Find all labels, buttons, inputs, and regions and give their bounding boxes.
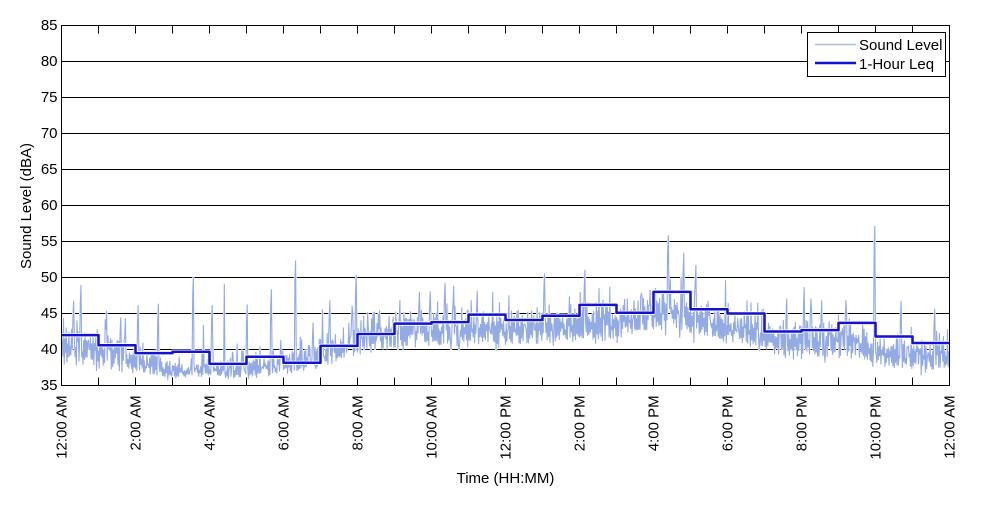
svg-text:40: 40 [41,341,58,358]
svg-text:85: 85 [41,17,58,34]
svg-text:35: 35 [41,377,58,394]
svg-text:2:00 AM: 2:00 AM [128,395,145,450]
svg-text:Time (HH:MM): Time (HH:MM) [457,470,555,487]
svg-text:50: 50 [41,269,58,286]
svg-text:Sound Level: Sound Level [859,37,942,54]
svg-text:12:00 AM: 12:00 AM [942,395,959,458]
svg-text:4:00 PM: 4:00 PM [646,395,663,451]
svg-text:6:00 PM: 6:00 PM [720,395,737,451]
svg-text:55: 55 [41,233,58,250]
svg-text:75: 75 [41,89,58,106]
svg-text:10:00 AM: 10:00 AM [424,395,441,458]
svg-text:4:00 AM: 4:00 AM [202,395,219,450]
svg-text:70: 70 [41,125,58,142]
svg-text:8:00 AM: 8:00 AM [350,395,367,450]
svg-text:10:00 PM: 10:00 PM [868,395,885,459]
svg-text:8:00 PM: 8:00 PM [794,395,811,451]
svg-text:1-Hour Leq: 1-Hour Leq [859,56,934,73]
svg-text:80: 80 [41,53,58,70]
svg-text:12:00 AM: 12:00 AM [54,395,71,458]
svg-text:6:00 AM: 6:00 AM [276,395,293,450]
svg-text:Sound Level (dBA): Sound Level (dBA) [18,143,35,269]
svg-text:65: 65 [41,161,58,178]
svg-text:12:00 PM: 12:00 PM [498,395,515,459]
svg-text:45: 45 [41,305,58,322]
svg-text:60: 60 [41,197,58,214]
svg-text:2:00 PM: 2:00 PM [572,395,589,451]
